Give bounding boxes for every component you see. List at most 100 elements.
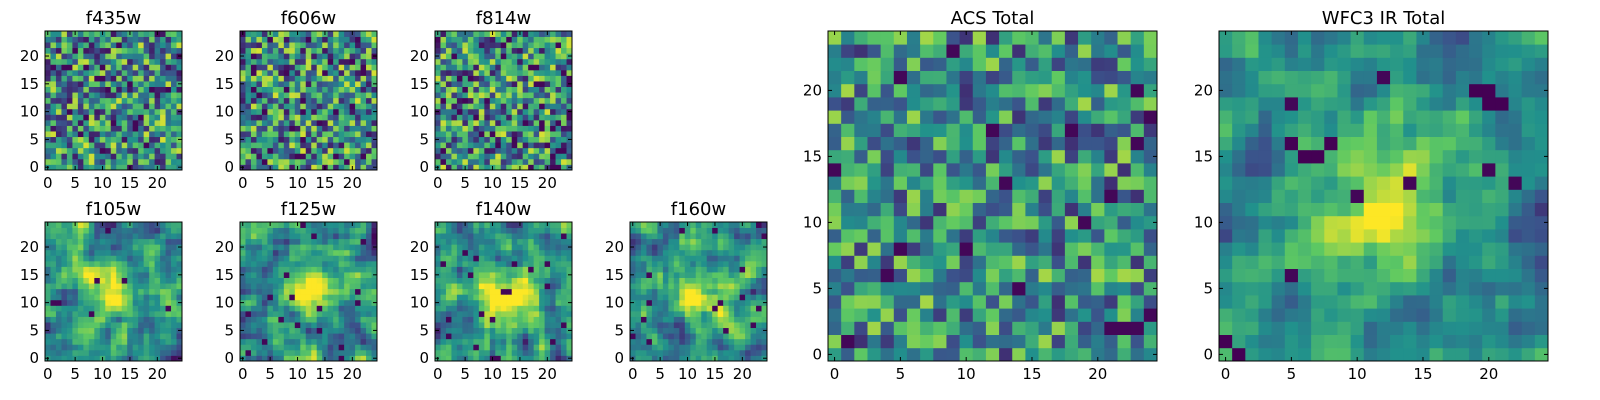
- heatmap-cell: [635, 305, 642, 312]
- heatmap-cell: [322, 299, 329, 306]
- heatmap-cell: [539, 249, 545, 256]
- heatmap-cell: [99, 316, 106, 323]
- heatmap-cell: [83, 272, 90, 278]
- heatmap-cell: [121, 97, 128, 104]
- heatmap-cell: [756, 233, 762, 240]
- heatmap-cell: [283, 97, 290, 104]
- heatmap-cell: [673, 255, 680, 262]
- heatmap-cell: [256, 147, 263, 154]
- heatmap-cell: [300, 238, 307, 245]
- heatmap-cell: [127, 36, 134, 43]
- heatmap-cell: [539, 69, 545, 76]
- heatmap-cell: [267, 233, 274, 240]
- heatmap-cell: [745, 305, 751, 312]
- heatmap-cell: [305, 338, 312, 345]
- heatmap-cell: [316, 227, 323, 234]
- heatmap-cell: [1064, 163, 1079, 177]
- heatmap-cell: [132, 316, 139, 323]
- heatmap-cell: [165, 316, 172, 323]
- heatmap-cell: [165, 75, 172, 82]
- heatmap-cell: [750, 249, 757, 256]
- heatmap-cell: [99, 131, 106, 138]
- heatmap-cell: [517, 277, 524, 284]
- heatmap-cell: [550, 53, 556, 60]
- heatmap-cell: [522, 64, 529, 71]
- heatmap-cell: [305, 327, 312, 334]
- heatmap-cell: [544, 283, 551, 290]
- heatmap-cell: [88, 47, 95, 54]
- heatmap-cell: [278, 349, 285, 356]
- heatmap-cell: [333, 316, 340, 323]
- heatmap-cell: [333, 277, 340, 284]
- heatmap-cell: [651, 260, 658, 267]
- heatmap-cell: [684, 288, 691, 295]
- heatmap-cell: [880, 215, 895, 230]
- heatmap-cell: [550, 108, 556, 115]
- heatmap-cell: [83, 153, 90, 160]
- heatmap-cell: [640, 349, 647, 356]
- heatmap-cell: [566, 222, 573, 228]
- heatmap-cell: [333, 131, 340, 138]
- heatmap-cell: [121, 125, 128, 132]
- heatmap-cell: [745, 310, 751, 317]
- heatmap-cell: [105, 266, 112, 273]
- heatmap-cell: [946, 163, 960, 177]
- heatmap-cell: [985, 334, 1000, 349]
- heatmap-cell: [154, 125, 161, 132]
- heatmap-cell: [77, 299, 84, 306]
- heatmap-cell: [149, 103, 155, 110]
- heatmap-cell: [278, 244, 285, 251]
- heatmap-cell: [435, 233, 441, 240]
- heatmap-cell: [305, 31, 312, 37]
- heatmap-cell: [143, 349, 150, 356]
- heatmap-cell: [1051, 281, 1066, 296]
- heatmap-cell: [495, 86, 502, 93]
- heatmap-cell: [355, 327, 361, 334]
- heatmap-cell: [72, 327, 79, 334]
- heatmap-cell: [127, 260, 134, 267]
- heatmap-cell: [1038, 321, 1053, 335]
- heatmap-cell: [300, 108, 307, 115]
- heatmap-cell: [355, 288, 361, 295]
- heatmap-cell: [566, 92, 573, 99]
- heatmap-cell: [55, 42, 62, 49]
- heatmap-cell: [171, 125, 177, 132]
- heatmap-cell: [533, 322, 540, 329]
- heatmap-cell: [316, 310, 323, 317]
- heatmap-cell: [517, 288, 524, 295]
- heatmap-cell: [478, 316, 485, 323]
- heatmap-cell: [344, 164, 350, 171]
- heatmap-cell: [712, 316, 719, 323]
- heatmap-cell: [679, 244, 686, 251]
- heatmap-cell: [349, 42, 356, 49]
- heatmap-cell: [478, 119, 485, 126]
- heatmap-cell: [94, 92, 101, 99]
- heatmap-cell: [893, 308, 908, 322]
- heatmap-cell: [132, 125, 139, 132]
- heatmap-cell: [127, 47, 134, 54]
- heatmap-cell: [50, 288, 57, 295]
- heatmap-cell: [1143, 281, 1158, 296]
- heatmap-cell: [880, 176, 895, 190]
- heatmap-cell: [45, 36, 51, 43]
- heatmap-cell: [640, 338, 647, 345]
- heatmap-cell: [712, 299, 719, 306]
- heatmap-cell: [662, 277, 669, 284]
- heatmap-cell: [550, 310, 556, 317]
- heatmap-cell: [338, 47, 345, 54]
- heatmap-cell: [555, 75, 562, 82]
- heatmap-cell: [154, 249, 161, 256]
- heatmap-cell: [154, 64, 161, 71]
- heatmap-cell: [250, 294, 257, 301]
- heatmap-cell: [160, 164, 166, 171]
- heatmap-cell: [517, 244, 524, 251]
- heatmap-cell: [500, 249, 507, 256]
- heatmap-cell: [322, 153, 329, 160]
- heatmap-cell: [316, 36, 323, 43]
- heatmap-cell: [435, 86, 441, 93]
- heatmap-cell: [94, 36, 101, 43]
- heatmap-cell: [66, 244, 73, 251]
- heatmap-cell: [999, 176, 1013, 190]
- heatmap-cell: [662, 338, 669, 345]
- heatmap-cell: [484, 92, 491, 99]
